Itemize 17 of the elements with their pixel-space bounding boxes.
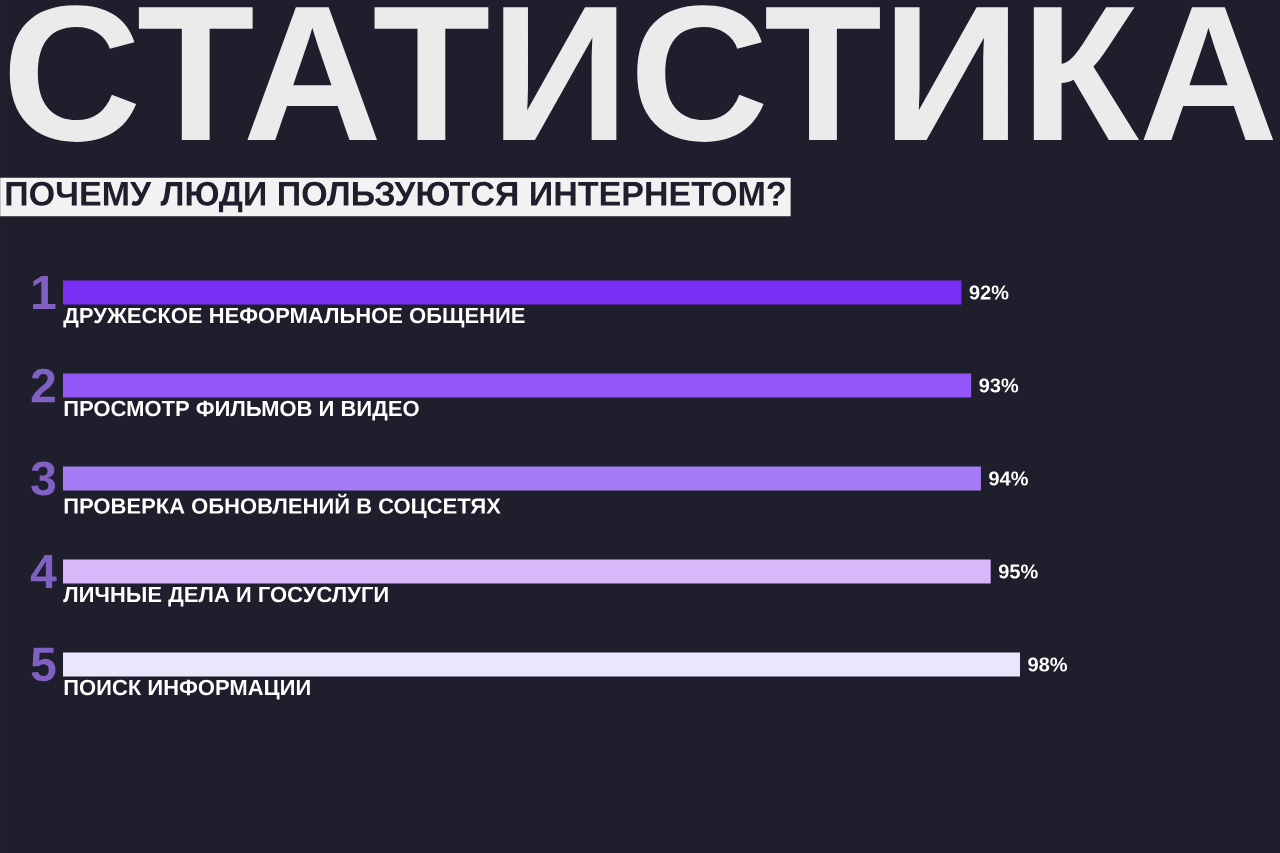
y-tick-label: ПРОВЕРКА ОБНОВЛЕНИЙ В СОЦСЕТЯХ: [64, 493, 501, 518]
y-tick-label: ДРУЖЕСКОЕ НЕФОРМАЛЬНОЕ ОБЩЕНИЕ: [63, 307, 525, 328]
y-tick-label: ЛИЧНЫЕ ДЕЛА И ГОСУСЛУГИ: [63, 586, 388, 607]
text: 1: [33, 275, 56, 310]
text: 4: [30, 554, 57, 588]
text: 2: [31, 368, 55, 403]
data-label: 95%: [998, 564, 1038, 579]
text: 5: [31, 647, 56, 682]
y-tick-label: ПРОСМОТР ФИЛЬМОВ И ВИДЕО: [64, 400, 419, 421]
data-label: 93%: [979, 378, 1019, 393]
chart-subtitle: ПОЧЕМУ ЛЮДИ ПОЛЬЗУЮТСЯ ИНТЕРНЕТОМ?: [6, 181, 785, 213]
y-tick-label: ПОИСК ИНФОРМАЦИИ: [64, 679, 310, 700]
data-label: 94%: [989, 471, 1028, 486]
chart-title: СТАТИСТИКА: [9, 5, 1274, 142]
data-label: 92%: [969, 285, 1009, 300]
data-label: 98%: [1028, 657, 1068, 672]
text: 3: [31, 461, 56, 496]
